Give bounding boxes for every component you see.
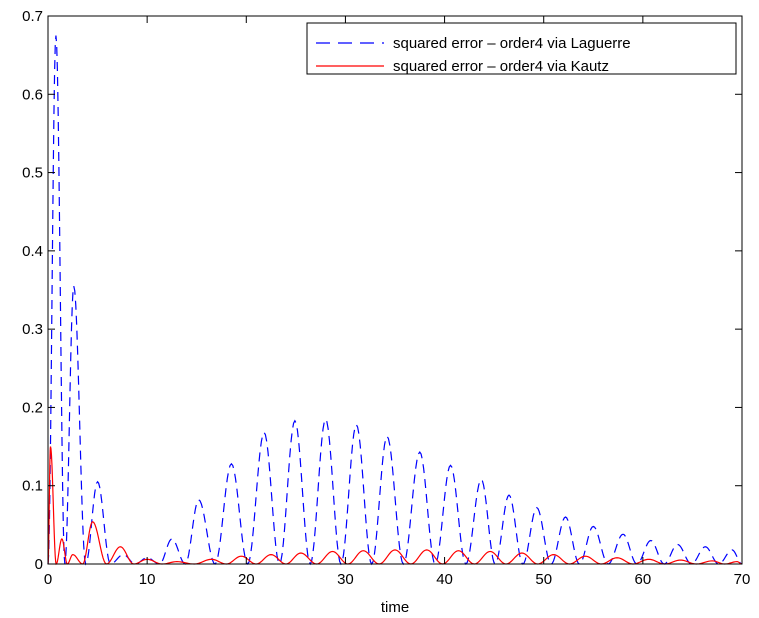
x-tick-label: 30 <box>337 571 354 588</box>
y-tick-label: 0.1 <box>22 478 43 495</box>
y-tick-label: 0 <box>35 556 43 573</box>
x-tick-label: 10 <box>139 571 156 588</box>
legend: squared error – order4 via Laguerre squa… <box>307 23 736 75</box>
y-tick-label: 0.5 <box>22 165 43 182</box>
x-tick-label: 20 <box>238 571 255 588</box>
x-tick-label: 0 <box>44 571 52 588</box>
x-tick-label: 50 <box>535 571 552 588</box>
x-tick-label: 60 <box>635 571 652 588</box>
y-tick-label: 0.4 <box>22 243 43 260</box>
y-tick-label: 0.3 <box>22 321 43 338</box>
y-tick-label: 0.2 <box>22 399 43 416</box>
y-tick-label: 0.7 <box>22 8 43 25</box>
y-tick-label: 0.6 <box>22 86 43 103</box>
x-tick-label: 40 <box>436 571 453 588</box>
legend-entry-kautz: squared error – order4 via Kautz <box>393 58 609 75</box>
plot-background <box>48 16 742 564</box>
x-axis-label: time <box>381 599 409 616</box>
x-tick-label: 70 <box>734 571 751 588</box>
legend-entry-laguerre: squared error – order4 via Laguerre <box>393 35 631 52</box>
